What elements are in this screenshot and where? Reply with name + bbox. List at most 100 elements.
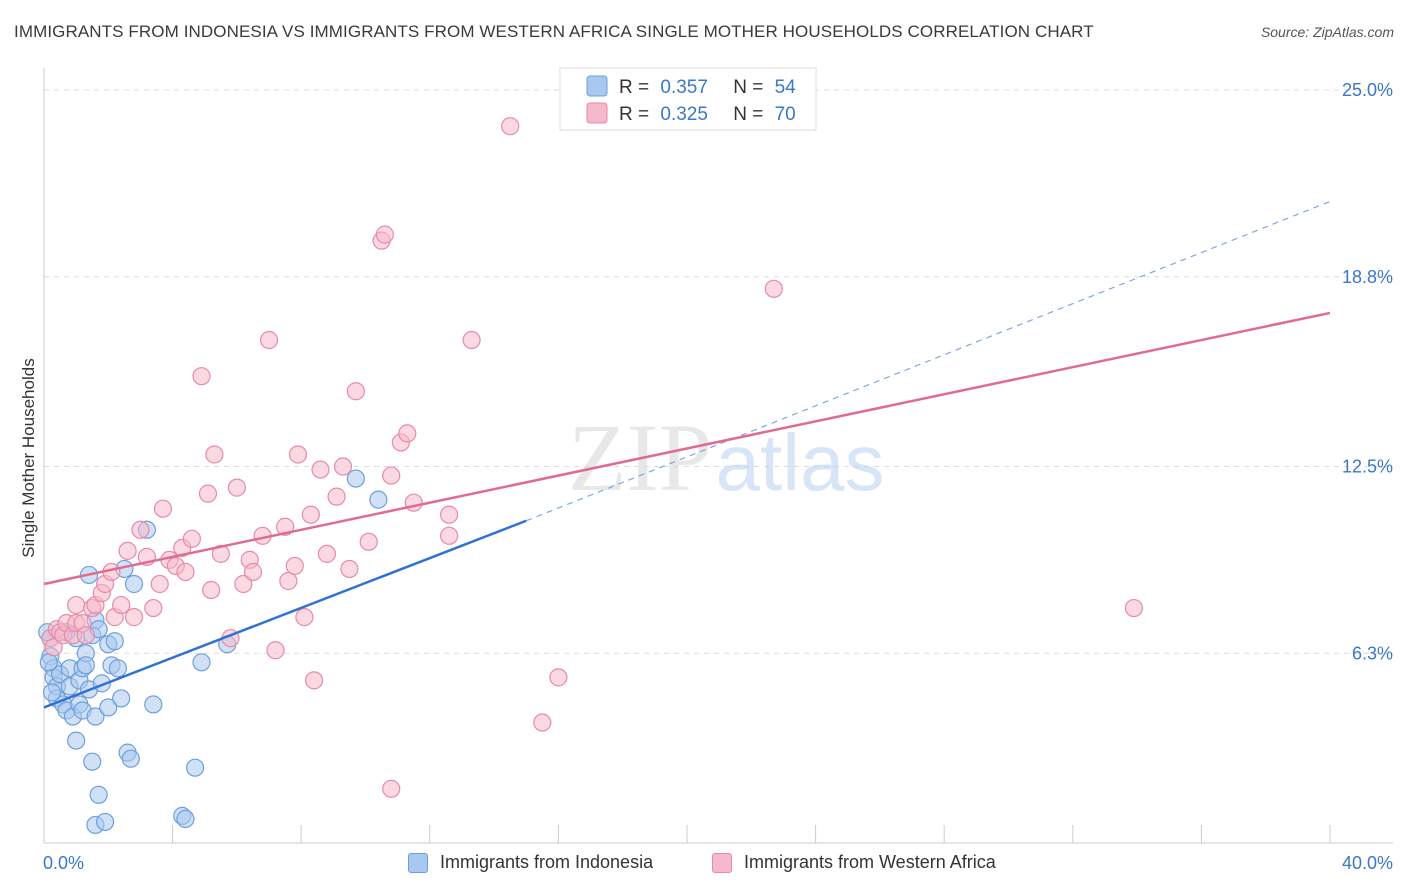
western-africa-point-31	[198, 484, 218, 503]
y-tick-label-0: 6.3%	[1352, 643, 1393, 663]
x-tick-label-max: 40.0%	[1342, 853, 1393, 873]
legend-r-label-1: R =	[619, 77, 649, 98]
indonesia-point-31	[95, 812, 115, 832]
indonesia-point-53	[42, 683, 62, 702]
indonesia-point-20	[76, 656, 95, 675]
western-africa-trend-line	[43, 311, 1331, 586]
western-africa-point-59	[382, 466, 401, 485]
western-africa-point-58	[375, 225, 394, 244]
western-africa-point-41	[259, 330, 279, 350]
watermark-atlas: atlas	[716, 418, 885, 507]
western-africa-point-33	[205, 445, 224, 464]
western-africa-point-10	[76, 626, 95, 645]
western-africa-point-34	[211, 544, 230, 563]
western-africa-point-65	[439, 526, 459, 545]
y-tick-label-1: 12.5%	[1342, 457, 1393, 477]
indonesia-point-36	[108, 659, 128, 678]
western-africa-point-54	[340, 559, 359, 579]
legend-swatch-indonesia	[586, 75, 608, 97]
indonesia-point-37	[112, 689, 131, 708]
western-africa-point-50	[311, 460, 330, 479]
western-africa-point-63	[404, 493, 423, 512]
svg-text:R = 0.357 N =: R = 0.357 N = 54	[619, 77, 796, 98]
series-indonesia-points	[38, 469, 388, 835]
svg-text:R = 0.325 N =: R = 0.325 N = 70	[619, 104, 796, 125]
indonesia-point-14	[67, 731, 86, 750]
western-africa-point-53	[333, 457, 353, 476]
western-africa-point-45	[285, 556, 304, 576]
western-africa-point-47	[295, 608, 314, 627]
western-africa-point-64	[439, 505, 459, 524]
legend-n-value-1: 54	[775, 77, 797, 98]
western-africa-point-20	[131, 520, 150, 539]
indonesia-point-50	[369, 490, 388, 509]
legend-r-value-2: 0.325	[660, 104, 708, 125]
indonesia-point-40	[121, 749, 140, 768]
chart-title: IMMIGRANTS FROM INDONESIA VS IMMIGRANTS …	[14, 22, 1094, 41]
western-africa-point-19	[124, 608, 144, 627]
y-tick-label-3: 25.0%	[1342, 80, 1393, 100]
western-africa-point-39	[243, 562, 263, 582]
series-western-africa-points	[41, 117, 1143, 798]
western-africa-point-46	[288, 445, 308, 464]
western-africa-point-24	[153, 499, 173, 518]
western-africa-point-69	[549, 668, 568, 687]
indonesia-point-52	[39, 653, 58, 672]
indonesia-point-35	[105, 632, 124, 651]
legend-r-value-1: 0.357	[660, 77, 708, 98]
trend-lines	[43, 200, 1331, 709]
legend-label-western-africa: Immigrants from Western Africa	[744, 852, 996, 872]
legend-r-label-2: R =	[619, 104, 649, 125]
indonesia-point-45	[176, 809, 195, 829]
indonesia-trend-extension	[526, 200, 1331, 522]
western-africa-point-29	[182, 529, 201, 548]
western-africa-point-22	[144, 598, 163, 618]
y-tick-labels: 6.3% 12.5% 18.8% 25.0%	[1342, 80, 1393, 663]
western-africa-point-68	[533, 713, 552, 732]
series-legend: Immigrants from Indonesia Immigrants fro…	[0, 852, 1406, 878]
indonesia-point-24	[83, 752, 102, 771]
western-africa-point-42	[266, 641, 285, 660]
western-africa-point-56	[359, 532, 378, 551]
legend-item-western-africa: Immigrants from Western Africa	[712, 852, 996, 873]
indonesia-trend-line	[43, 519, 527, 709]
western-africa-point-51	[317, 544, 337, 563]
legend-n-label-2: N =	[733, 104, 763, 125]
western-africa-point-67	[501, 117, 520, 136]
axes	[43, 68, 1393, 844]
western-africa-point-55	[346, 382, 365, 401]
legend-n-label-1: N =	[733, 77, 763, 98]
western-africa-point-62	[398, 424, 417, 443]
western-africa-point-23	[150, 574, 169, 594]
western-africa-point-18	[118, 541, 137, 560]
indonesia-point-43	[144, 695, 163, 714]
indonesia-point-33	[99, 698, 118, 717]
western-africa-point-49	[304, 671, 324, 690]
stats-legend: R = 0.357 N = 54 R = 0.325 N = 70	[559, 67, 817, 131]
western-africa-point-28	[176, 562, 195, 582]
western-africa-point-17	[112, 595, 131, 615]
western-africa-point-1	[44, 638, 63, 657]
western-africa-point-66	[462, 330, 481, 350]
y-axis-label: Single Mother Households	[19, 358, 38, 557]
western-africa-point-8	[67, 595, 86, 615]
indonesia-point-27	[86, 707, 105, 726]
legend-swatch-indonesia-bottom	[408, 852, 428, 873]
legend-n-value-2: 70	[775, 104, 796, 125]
indonesia-point-47	[192, 653, 211, 672]
western-africa-point-44	[279, 571, 298, 591]
legend-label-indonesia: Immigrants from Indonesia	[440, 852, 654, 872]
western-africa-point-70	[764, 279, 783, 298]
source-label: Source: ZipAtlas.com	[1260, 24, 1394, 40]
western-africa-point-52	[327, 487, 346, 506]
y-tick-label-2: 18.8%	[1342, 267, 1393, 287]
indonesia-point-49	[346, 469, 365, 488]
western-africa-point-71	[1124, 598, 1143, 618]
western-africa-point-60	[382, 779, 401, 798]
western-africa-point-37	[234, 574, 253, 594]
western-africa-point-30	[192, 367, 211, 386]
legend-item-indonesia: Immigrants from Indonesia	[408, 852, 653, 873]
watermark: ZIP atlas	[568, 404, 884, 511]
legend-swatch-western-africa-bottom	[712, 852, 732, 873]
